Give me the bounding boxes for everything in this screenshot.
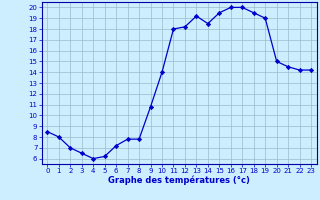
X-axis label: Graphe des températures (°c): Graphe des températures (°c): [108, 176, 250, 185]
